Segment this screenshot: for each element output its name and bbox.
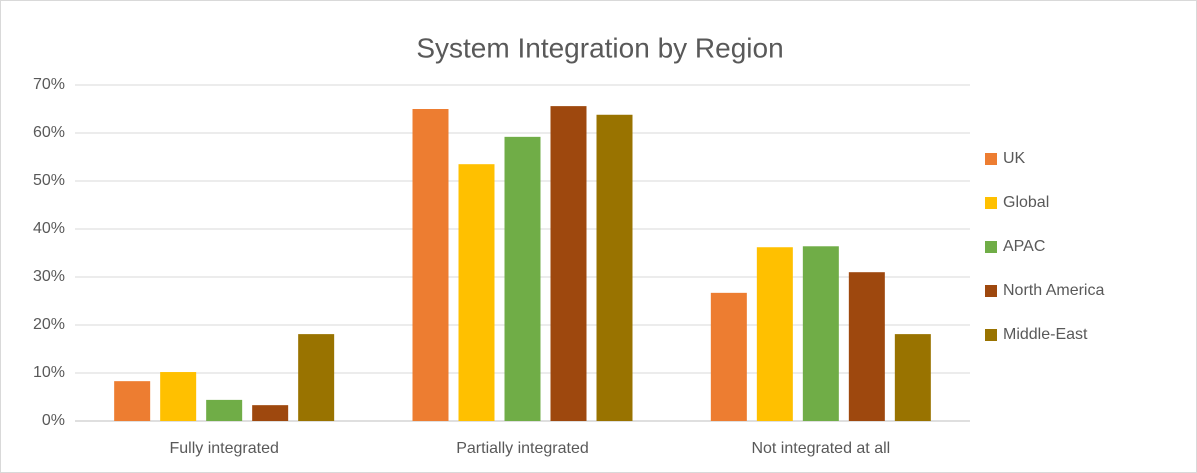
- bar: [412, 109, 449, 421]
- legend-label: UK: [1003, 150, 1026, 167]
- y-tick-label: 30%: [33, 268, 65, 285]
- legend-swatch: [985, 329, 997, 341]
- bar: [160, 372, 197, 421]
- bar: [114, 381, 151, 421]
- y-tick-label: 60%: [33, 124, 65, 141]
- x-tick-label: Fully integrated: [169, 440, 278, 457]
- chart-title: System Integration by Region: [416, 32, 783, 63]
- x-tick-label: Not integrated at all: [751, 440, 890, 457]
- x-tick-label: Partially integrated: [456, 440, 589, 457]
- bar: [848, 272, 885, 421]
- legend-label: Middle-East: [1003, 326, 1088, 343]
- y-tick-label: 50%: [33, 172, 65, 189]
- legend-label: APAC: [1003, 238, 1045, 255]
- bar: [252, 405, 289, 421]
- bar: [458, 164, 495, 421]
- bar: [756, 247, 793, 421]
- bar: [596, 114, 633, 421]
- bar: [206, 399, 243, 421]
- legend-swatch: [985, 241, 997, 253]
- bar: [550, 106, 587, 422]
- legend-swatch: [985, 285, 997, 297]
- legend-swatch: [985, 197, 997, 209]
- bar: [298, 334, 335, 421]
- y-tick-label: 20%: [33, 316, 65, 333]
- bar: [710, 292, 747, 421]
- legend-label: Global: [1003, 194, 1049, 211]
- bar: [894, 334, 931, 421]
- y-tick-label: 0%: [42, 412, 65, 429]
- legend-label: North America: [1003, 282, 1104, 299]
- bar: [802, 246, 839, 421]
- legend-swatch: [985, 153, 997, 165]
- bar: [504, 136, 541, 421]
- y-tick-label: 10%: [33, 364, 65, 381]
- y-tick-label: 40%: [33, 220, 65, 237]
- y-tick-label: 70%: [33, 76, 65, 93]
